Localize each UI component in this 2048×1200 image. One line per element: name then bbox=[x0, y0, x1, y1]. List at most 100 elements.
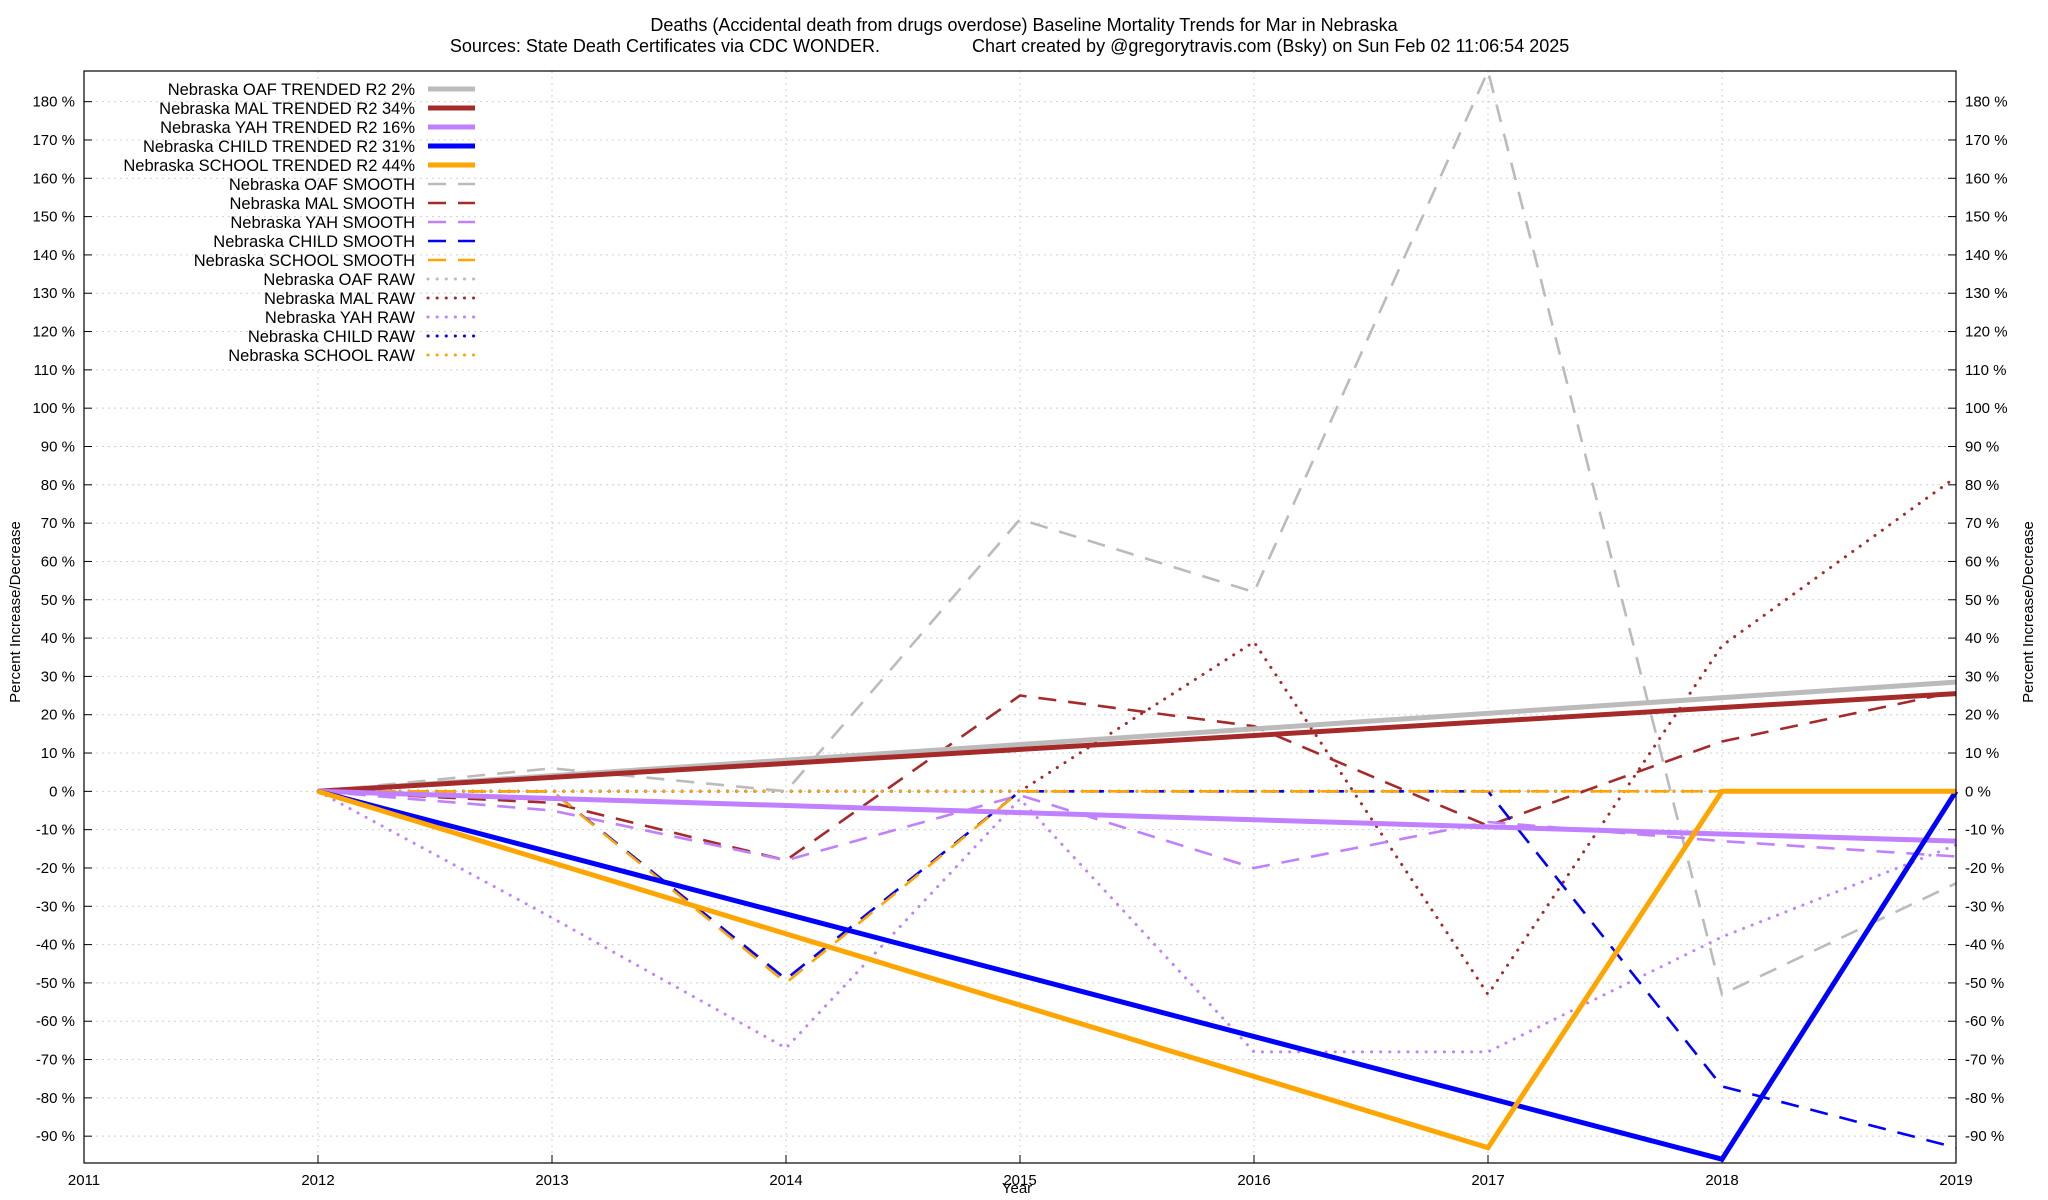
x-tick-label: 2019 bbox=[1939, 1172, 1972, 1189]
legend-label-4: Nebraska SCHOOL TRENDED R2 44% bbox=[123, 157, 415, 175]
x-tick-label: 2012 bbox=[301, 1172, 334, 1189]
y-tick-label-left: 10 % bbox=[41, 745, 75, 762]
x-tick-label: 2016 bbox=[1237, 1172, 1270, 1189]
series-line-8 bbox=[318, 789, 1957, 1149]
legend-label-10: Nebraska OAF RAW bbox=[263, 271, 415, 289]
series-line-4 bbox=[317, 788, 1956, 1151]
y-tick-label-left: 120 % bbox=[32, 324, 75, 341]
y-tick-label-right: 120 % bbox=[1965, 324, 2008, 341]
y-tick-label-left: 20 % bbox=[41, 707, 75, 724]
axis-ticks: 2011 2012 2013 2014 2015 2016 2017 2018 2019 180 … bbox=[32, 94, 2007, 1189]
y-tick-label-right: 90 % bbox=[1965, 438, 1999, 455]
x-tick-label: 2011 bbox=[68, 1172, 100, 1189]
y-tick-label-right: -50 % bbox=[1965, 975, 2004, 992]
series-line-7 bbox=[317, 790, 1957, 870]
y-tick-label-left: -20 % bbox=[36, 860, 75, 877]
legend-label-12: Nebraska YAH RAW bbox=[265, 309, 415, 327]
y-tick-label-right: 180 % bbox=[1965, 94, 2008, 111]
legend-label-5: Nebraska OAF SMOOTH bbox=[229, 176, 415, 194]
y-tick-label-left: 40 % bbox=[41, 630, 75, 647]
y-tick-label-right: 10 % bbox=[1965, 745, 1999, 762]
y-tick-label-left: 110 % bbox=[34, 362, 75, 379]
y-tick-label-right: 40 % bbox=[1965, 630, 1999, 647]
y-tick-label-left: 70 % bbox=[41, 515, 75, 532]
y-tick-label-right: -90 % bbox=[1965, 1128, 2004, 1145]
y-tick-label-right: 170 % bbox=[1965, 132, 2008, 149]
legend-label-14: Nebraska SCHOOL RAW bbox=[228, 347, 415, 365]
legend: Nebraska OAF TRENDED R2 2%Nebraska MAL T… bbox=[123, 81, 477, 365]
y-tick-label-left: 130 % bbox=[32, 285, 75, 302]
y-tick-label-left: 150 % bbox=[32, 209, 75, 226]
y-tick-label-right: -40 % bbox=[1965, 937, 2004, 954]
legend-label-8: Nebraska CHILD SMOOTH bbox=[213, 233, 415, 251]
y-tick-label-right: 30 % bbox=[1965, 668, 1999, 685]
x-tick-label: 2014 bbox=[769, 1172, 802, 1189]
chart-subtitle-credit: Chart created by @gregorytravis.com (Bsk… bbox=[972, 36, 1569, 56]
y-tick-label-left: -30 % bbox=[36, 898, 75, 915]
y-tick-label-left: 180 % bbox=[32, 94, 75, 111]
y-tick-label-left: 170 % bbox=[32, 132, 75, 149]
x-tick-label: 2015 bbox=[1003, 1172, 1036, 1189]
y-tick-label-left: -70 % bbox=[36, 1052, 75, 1069]
y-tick-label-left: 0 % bbox=[49, 783, 75, 800]
y-tick-label-right: 20 % bbox=[1965, 707, 1999, 724]
y-tick-label-left: 60 % bbox=[41, 553, 75, 570]
y-tick-label-left: -40 % bbox=[36, 937, 75, 954]
legend-label-1: Nebraska MAL TRENDED R2 34% bbox=[159, 100, 415, 118]
y-axis-label-right: Percent Increase/Decrease bbox=[2020, 521, 2037, 703]
y-tick-label-right: -20 % bbox=[1965, 860, 2004, 877]
y-tick-label-left: 50 % bbox=[41, 592, 75, 609]
series-line-1 bbox=[317, 691, 1957, 794]
y-tick-label-right: 110 % bbox=[1965, 362, 2006, 379]
chart-title: Deaths (Accidental death from drugs over… bbox=[650, 15, 1398, 35]
x-tick-label: 2013 bbox=[535, 1172, 568, 1189]
y-tick-label-left: -60 % bbox=[36, 1013, 75, 1030]
y-tick-label-right: -30 % bbox=[1965, 898, 2004, 915]
y-tick-label-right: 130 % bbox=[1965, 285, 2008, 302]
y-tick-label-right: 70 % bbox=[1965, 515, 1999, 532]
y-axis-label-left: Percent Increase/Decrease bbox=[7, 521, 24, 703]
legend-label-13: Nebraska CHILD RAW bbox=[248, 328, 416, 346]
y-tick-label-right: 140 % bbox=[1965, 247, 2008, 264]
y-tick-label-left: 30 % bbox=[41, 668, 75, 685]
chart-subtitle-sources: Sources: State Death Certificates via CD… bbox=[450, 36, 880, 56]
legend-label-11: Nebraska MAL RAW bbox=[264, 290, 415, 308]
legend-label-9: Nebraska SCHOOL SMOOTH bbox=[194, 252, 415, 270]
y-tick-label-left: 140 % bbox=[32, 247, 75, 264]
y-tick-label-right: -10 % bbox=[1965, 822, 2004, 839]
y-tick-label-right: 60 % bbox=[1965, 553, 1999, 570]
y-tick-label-right: 50 % bbox=[1965, 592, 1999, 609]
series-line-2 bbox=[317, 788, 1957, 844]
legend-label-3: Nebraska CHILD TRENDED R2 31% bbox=[143, 138, 415, 156]
y-tick-label-left: 160 % bbox=[32, 170, 75, 187]
x-tick-label: 2017 bbox=[1471, 1172, 1504, 1189]
y-tick-label-left: -80 % bbox=[36, 1090, 75, 1107]
series-line-12 bbox=[316, 789, 1958, 1054]
series-line-6 bbox=[317, 690, 1957, 862]
legend-label-2: Nebraska YAH TRENDED R2 16% bbox=[160, 119, 415, 137]
y-tick-label-right: -60 % bbox=[1965, 1013, 2004, 1030]
y-tick-label-right: 150 % bbox=[1965, 209, 2008, 226]
y-tick-label-right: 160 % bbox=[1965, 170, 2008, 187]
plot-frame bbox=[83, 70, 1957, 1164]
series-lines bbox=[316, 67, 1959, 1163]
x-axis-label: Year bbox=[1002, 1180, 1032, 1197]
legend-label-6: Nebraska MAL SMOOTH bbox=[229, 195, 415, 213]
y-tick-label-left: -50 % bbox=[36, 975, 75, 992]
y-tick-label-left: -90 % bbox=[36, 1128, 75, 1145]
series-line-9 bbox=[318, 789, 1956, 985]
y-tick-label-right: 0 % bbox=[1965, 783, 1991, 800]
legend-label-0: Nebraska OAF TRENDED R2 2% bbox=[168, 81, 416, 99]
y-tick-label-right: 80 % bbox=[1965, 477, 1999, 494]
y-tick-label-right: -70 % bbox=[1965, 1052, 2004, 1069]
legend-label-7: Nebraska YAH SMOOTH bbox=[230, 214, 415, 232]
series-line-3 bbox=[317, 788, 1959, 1163]
y-tick-label-left: -10 % bbox=[36, 822, 75, 839]
y-tick-label-left: 80 % bbox=[41, 477, 75, 494]
y-tick-label-left: 90 % bbox=[41, 438, 75, 455]
y-tick-label-left: 100 % bbox=[32, 400, 75, 417]
y-tick-label-right: 100 % bbox=[1965, 400, 2008, 417]
x-tick-label: 2018 bbox=[1705, 1172, 1738, 1189]
y-tick-label-right: -80 % bbox=[1965, 1090, 2004, 1107]
